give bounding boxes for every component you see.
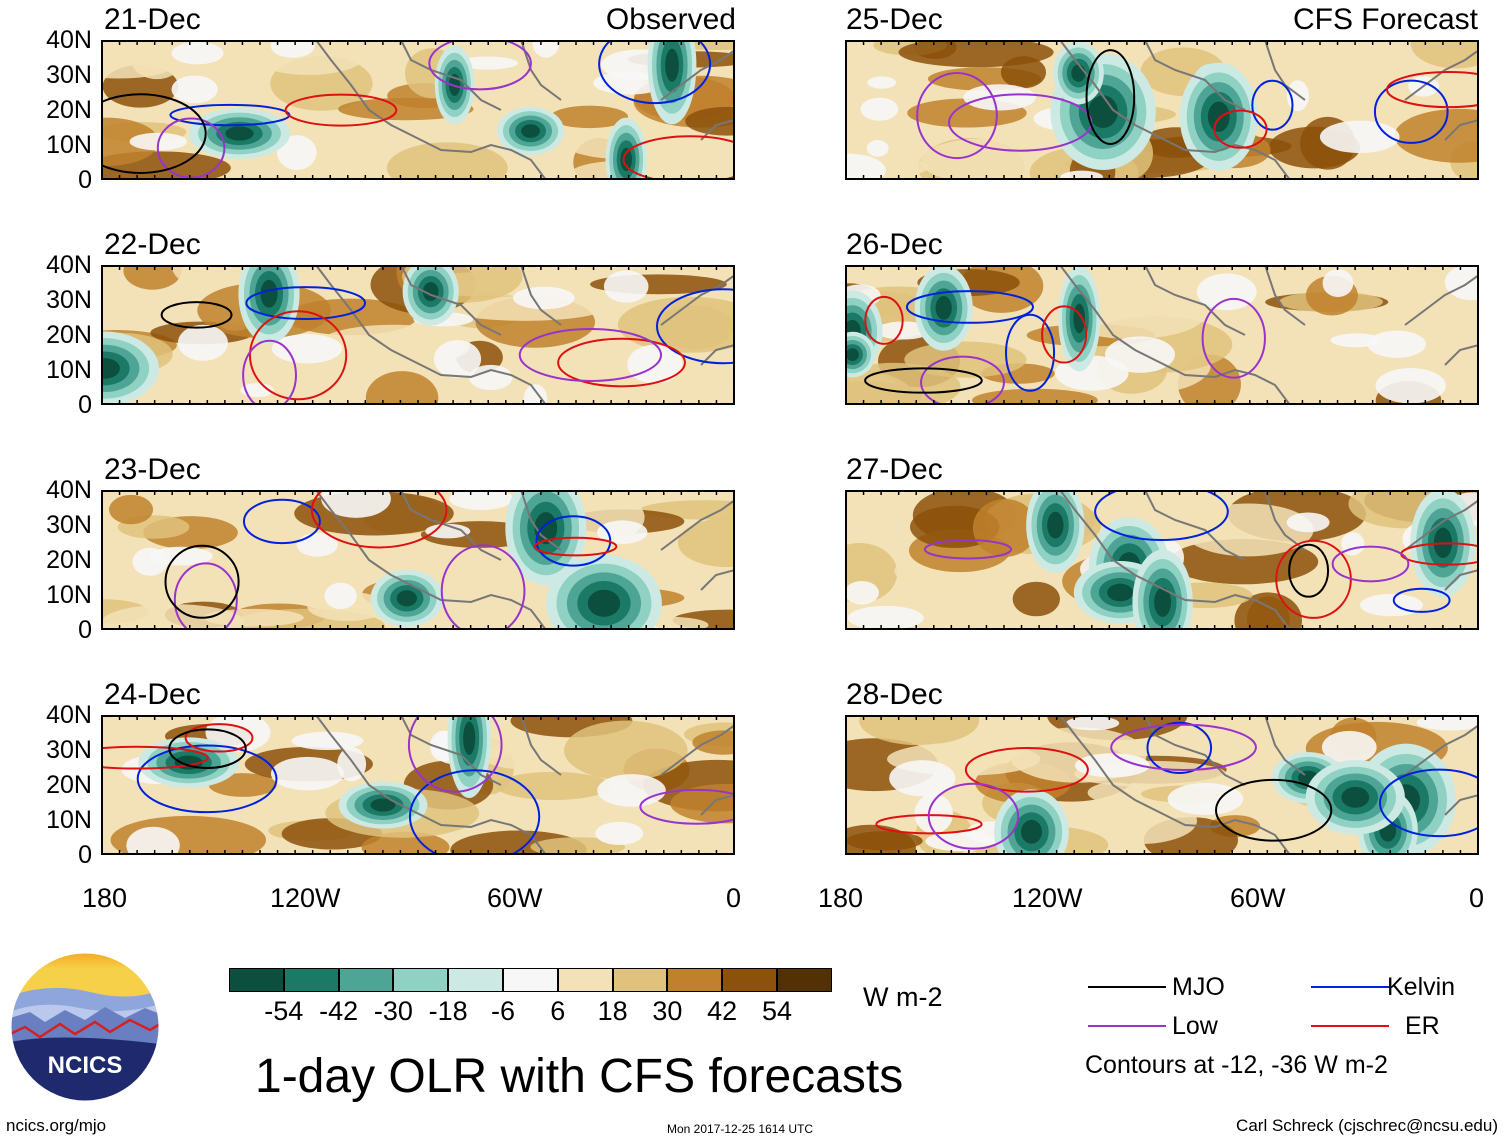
logo-text: NCICS xyxy=(48,1052,123,1079)
colorbar-label: -18 xyxy=(428,996,468,1026)
observed-label: Observed xyxy=(605,3,736,36)
colorbar-cell xyxy=(777,968,832,992)
ytick-label: 0 xyxy=(78,391,92,419)
colorbar-cell xyxy=(393,968,449,992)
colorbar-label: 6 xyxy=(550,996,566,1026)
colorbar-cell xyxy=(448,968,503,992)
panel-title-21-dec: 21-Dec xyxy=(104,3,201,36)
ytick-label: 30N xyxy=(46,286,92,314)
colorbar-cell xyxy=(338,968,394,992)
colorbar-cell xyxy=(283,968,339,992)
colorbar-label: -30 xyxy=(373,996,413,1026)
map-panel xyxy=(101,490,735,630)
colorbar-label: 42 xyxy=(707,996,738,1026)
ytick-label: 30N xyxy=(46,61,92,89)
colorbar-cell xyxy=(722,968,777,992)
xtick-left-180: 180 xyxy=(82,883,128,913)
map-panel xyxy=(845,490,1479,630)
panel-title-24-dec: 24-Dec xyxy=(104,678,201,711)
ytick-label: 20N xyxy=(46,96,92,124)
colorbar-cell xyxy=(229,968,284,992)
legend: MJO Kelvin Low ER Contours at -12, -36 W… xyxy=(1085,968,1505,1088)
colorbar-label: -54 xyxy=(264,996,304,1026)
ytick-label: 40N xyxy=(46,251,92,279)
ytick-label: 20N xyxy=(46,771,92,799)
colorbar-cell xyxy=(557,968,613,992)
ytick-label: 10N xyxy=(46,806,92,834)
xtick-right-120w: 120W xyxy=(1012,883,1083,913)
legend-er-label: ER xyxy=(1405,1012,1440,1040)
footer-url: ncics.org/mjo xyxy=(6,1116,107,1135)
ytick-label: 10N xyxy=(46,581,92,609)
panel-title-23-dec: 23-Dec xyxy=(104,453,201,486)
map-panel xyxy=(845,265,1479,405)
map-panel xyxy=(845,40,1479,180)
legend-contour-note: Contours at -12, -36 W m-2 xyxy=(1085,1051,1388,1079)
panel-title-27-dec: 27-Dec xyxy=(846,453,943,486)
xtick-right-60w: 60W xyxy=(1230,883,1286,913)
footer-author: Carl Schreck (cjschrec@ncsu.edu) xyxy=(1236,1116,1498,1135)
ytick-label: 40N xyxy=(46,476,92,504)
ytick-label: 20N xyxy=(46,546,92,574)
colorbar-cell xyxy=(503,968,558,992)
xtick-left-120w: 120W xyxy=(270,883,341,913)
legend-low-label: Low xyxy=(1172,1012,1218,1040)
colorbar-unit: W m-2 xyxy=(863,982,943,1012)
colorbar-cell xyxy=(667,968,723,992)
ncics-logo: NCICS xyxy=(10,952,160,1102)
colorbar-label: 30 xyxy=(652,996,683,1026)
forecast-label: CFS Forecast xyxy=(1292,3,1478,36)
xtick-right-180: 180 xyxy=(818,883,864,913)
panel-title-28-dec: 28-Dec xyxy=(846,678,943,711)
ytick-label: 40N xyxy=(46,701,92,729)
colorbar-label: 18 xyxy=(597,996,628,1026)
xtick-right-0: 0 xyxy=(1469,883,1485,913)
xtick-left-0: 0 xyxy=(726,883,742,913)
ytick-label: 0 xyxy=(78,841,92,869)
legend-kelvin-label: Kelvin xyxy=(1387,973,1456,1001)
panel-title-25-dec: 25-Dec xyxy=(846,3,943,36)
ytick-label: 40N xyxy=(46,26,92,54)
ytick-label: 20N xyxy=(46,321,92,349)
panel-title-26-dec: 26-Dec xyxy=(846,228,943,261)
map-panel xyxy=(845,715,1479,855)
colorbar-label: 54 xyxy=(761,996,793,1026)
panel-title-22-dec: 22-Dec xyxy=(104,228,201,261)
map-panel xyxy=(101,265,735,405)
ytick-label: 10N xyxy=(46,131,92,159)
colorbar-cell xyxy=(612,968,668,992)
ytick-label: 0 xyxy=(78,616,92,644)
xtick-left-60w: 60W xyxy=(487,883,543,913)
chart-title: 1-day OLR with CFS forecasts xyxy=(255,1050,904,1103)
colorbar-label: -6 xyxy=(490,996,515,1026)
ytick-label: 10N xyxy=(46,356,92,384)
map-panel xyxy=(101,40,735,180)
colorbar-label: -42 xyxy=(319,996,359,1026)
ytick-label: 0 xyxy=(78,166,92,194)
legend-mjo-label: MJO xyxy=(1172,973,1225,1001)
footer-timestamp: Mon 2017-12-25 1614 UTC xyxy=(667,1122,814,1136)
ytick-label: 30N xyxy=(46,736,92,764)
map-panel xyxy=(101,715,735,855)
ytick-label: 30N xyxy=(46,511,92,539)
